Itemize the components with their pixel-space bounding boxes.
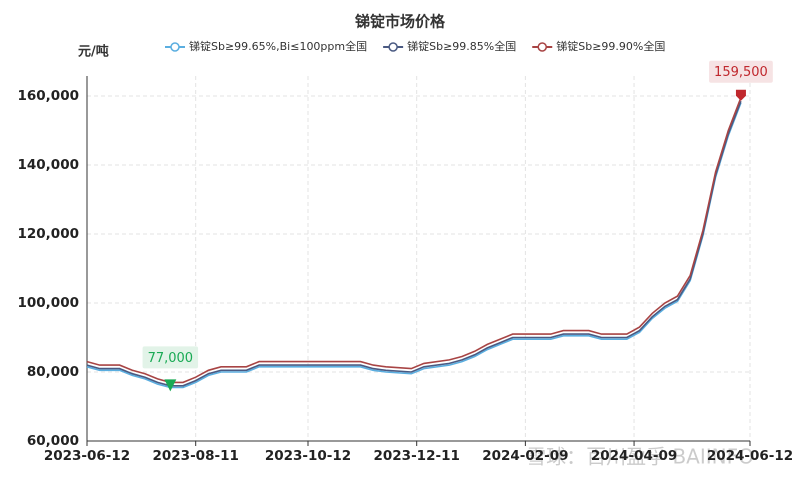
y-tick-label: 160,000 (18, 88, 80, 104)
series-line (86, 100, 742, 387)
x-tick-label: 2024-02-09 (482, 448, 568, 464)
legend-marker (537, 42, 547, 52)
legend-item: 锑锭Sb≥99.65%,Bi≤100ppm全国 (165, 39, 367, 53)
y-axis-label: 元/吨 (78, 44, 109, 60)
legend-marker (170, 42, 180, 52)
x-tick-label: 2023-06-12 (44, 448, 130, 464)
max-marker (735, 89, 746, 101)
series-line (86, 97, 742, 384)
legend-item: 锑锭Sb≥99.85%全国 (383, 39, 516, 53)
y-tick-label: 80,000 (27, 364, 79, 380)
value-label-bg (142, 346, 199, 369)
series-line (86, 102, 742, 389)
value-label-bg (709, 60, 773, 83)
legend-label: 锑锭Sb≥99.65%,Bi≤100ppm全国 (189, 39, 367, 53)
min-marker (164, 379, 177, 392)
x-tick-label: 2023-08-11 (153, 448, 239, 464)
x-tick-label: 2023-12-11 (374, 448, 460, 464)
legend-label: 锑锭Sb≥99.85%全国 (407, 39, 516, 53)
y-tick-label: 140,000 (18, 157, 80, 173)
y-tick-label: 60,000 (27, 433, 79, 449)
chart-title: 锑锭市场价格 (354, 13, 446, 31)
y-tick-label: 100,000 (18, 295, 80, 311)
watermark: 雪球：百川盈孚 BAIINFO (526, 445, 754, 469)
x-tick-label: 2023-10-12 (265, 448, 351, 464)
x-tick-label: 2024-06-12 (707, 448, 793, 464)
x-tick-label: 2024-04-09 (591, 448, 677, 464)
legend-marker (388, 42, 398, 52)
legend-item: 锑锭Sb≥99.90%全国 (532, 39, 665, 53)
legend-label: 锑锭Sb≥99.90%全国 (556, 39, 665, 53)
value-label: 159,500 (714, 65, 768, 80)
value-label: 77,000 (148, 351, 194, 366)
y-tick-label: 120,000 (18, 226, 80, 242)
